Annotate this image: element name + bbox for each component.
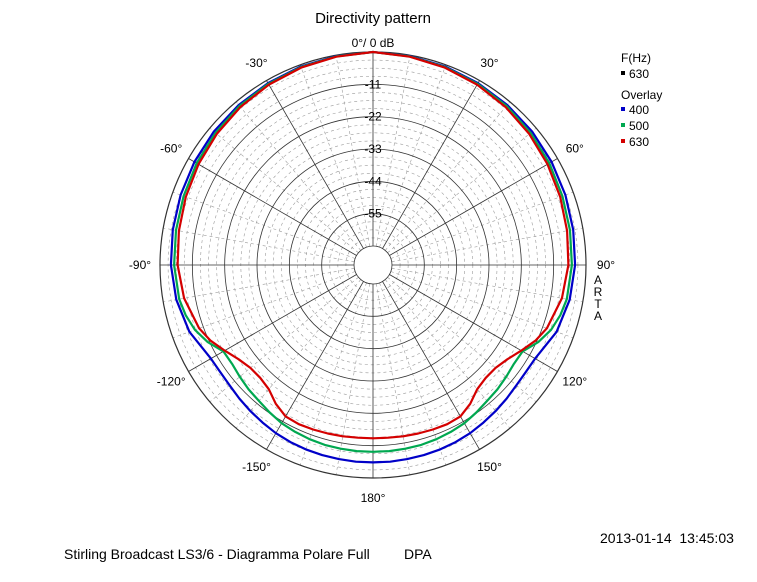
legend-overlay-heading: Overlay bbox=[621, 88, 662, 102]
polar-grid bbox=[159, 51, 587, 479]
angle-label: 180° bbox=[361, 491, 386, 505]
legend-freq-heading: F(Hz) bbox=[621, 51, 651, 65]
legend-freq-value: 630 bbox=[629, 67, 649, 81]
angle-label: 90° bbox=[597, 258, 615, 272]
angle-label: 120° bbox=[562, 375, 587, 389]
r-tick-label: -44 bbox=[364, 174, 382, 188]
side-label-char: A bbox=[594, 309, 602, 323]
grid-spoke-major bbox=[382, 80, 480, 249]
legend-label-400: 400 bbox=[629, 103, 649, 117]
legend-label-500: 500 bbox=[629, 119, 649, 133]
r-tick-label: -11 bbox=[365, 77, 382, 91]
footer-tag: DPA bbox=[404, 546, 432, 562]
legend-marker-500 bbox=[621, 123, 625, 127]
angle-labels: 0°/ 0 dB -30° 30° -60° 60° -90° 90° -120° 120° -1… bbox=[129, 36, 615, 505]
angle-label: -120° bbox=[157, 375, 186, 389]
side-label-char: A bbox=[594, 273, 602, 287]
series-line-630 bbox=[176, 50, 570, 440]
legend-marker-630 bbox=[621, 139, 625, 143]
angle-label: -90° bbox=[129, 258, 151, 272]
r-tick-label: -55 bbox=[364, 207, 382, 221]
angle-label: -60° bbox=[160, 142, 182, 156]
top-label: 0°/ 0 dB bbox=[352, 36, 395, 50]
legend: F(Hz) 630 Overlay 400 500 630 bbox=[621, 51, 662, 149]
grid-spoke-major bbox=[389, 158, 558, 256]
angle-label: 60° bbox=[566, 142, 584, 156]
series-line-500 bbox=[173, 50, 573, 453]
angle-label: -30° bbox=[245, 56, 267, 70]
footer-caption: Stirling Broadcast LS3/6 - Diagramma Pol… bbox=[64, 546, 370, 562]
grid-spoke-major bbox=[382, 281, 480, 450]
footer-timestamp: 2013-01-14 13:45:03 bbox=[600, 530, 734, 546]
legend-freq-marker bbox=[621, 71, 625, 75]
grid-spoke-major bbox=[266, 281, 364, 450]
grid-spoke-major bbox=[188, 158, 357, 256]
side-label-char: T bbox=[594, 297, 602, 311]
grid-spoke-major bbox=[266, 80, 364, 249]
angle-label: 30° bbox=[480, 56, 498, 70]
chart-title: Directivity pattern bbox=[315, 10, 431, 27]
r-tick-label: -33 bbox=[364, 142, 382, 156]
angle-label: -150° bbox=[242, 460, 271, 474]
grid-spoke-major bbox=[389, 274, 558, 372]
legend-marker-400 bbox=[621, 107, 625, 111]
angle-label: 150° bbox=[477, 460, 502, 474]
series-layer bbox=[169, 50, 577, 464]
grid-ring-major bbox=[353, 245, 393, 285]
series-line-400 bbox=[169, 50, 577, 464]
grid-spoke-major bbox=[188, 274, 357, 372]
r-tick-label: -22 bbox=[364, 110, 382, 124]
legend-label-630: 630 bbox=[629, 135, 649, 149]
side-label-char: R bbox=[594, 285, 603, 299]
